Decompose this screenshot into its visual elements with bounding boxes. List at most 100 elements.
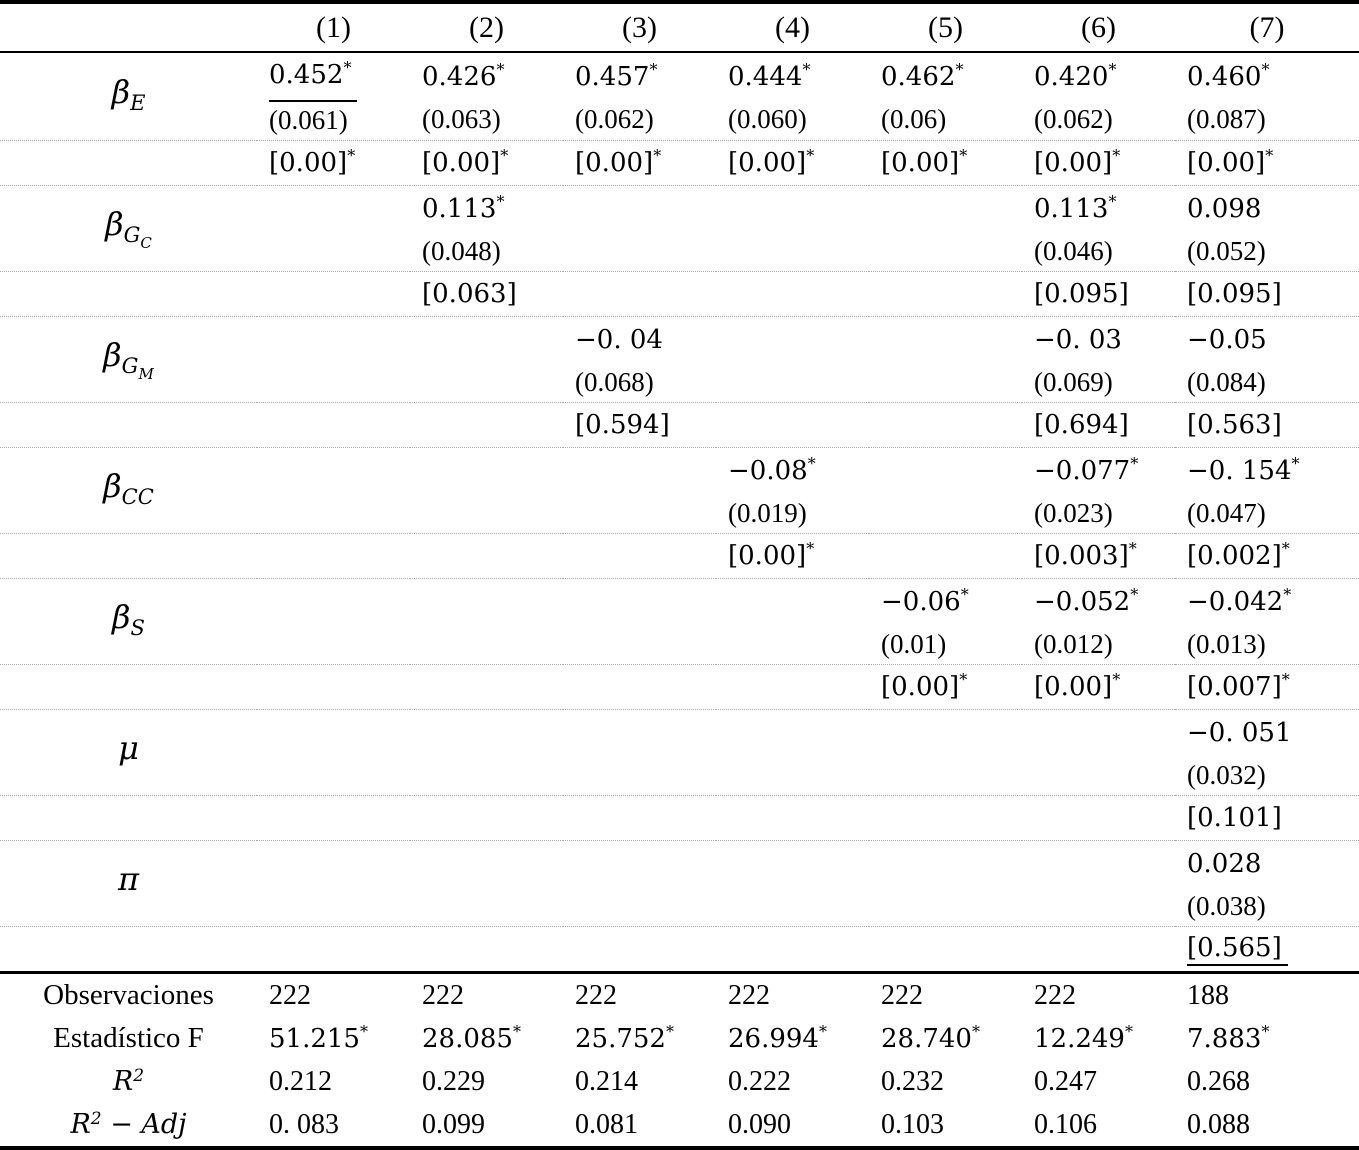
pvalue-row-beta-s: [0.00]* [0.00]* [0.007]* — [0, 664, 1359, 710]
pvalue-cell: [0.00]* — [563, 140, 716, 186]
pvalue-cell — [563, 271, 716, 317]
std-error: (0.06) — [881, 103, 947, 134]
summary-value: 0.232 — [881, 1065, 944, 1097]
std-error: (0.069) — [1034, 366, 1113, 397]
coefficient-cell: 0.113* (0.048) — [410, 185, 563, 272]
coefficient-cell: −0. 154* (0.047) — [1175, 447, 1359, 534]
std-error: (0.01) — [881, 628, 947, 659]
coef-row-beta-cc: βCC −0.08* (0.019) −0.077* (0.023) −0. 154… — [0, 447, 1359, 534]
pvalue-cell — [257, 926, 410, 973]
summary-value: 51.215* — [269, 1021, 368, 1054]
pvalue-cell — [716, 795, 869, 841]
row-label-spacer — [0, 533, 257, 579]
coefficient-cell — [563, 447, 716, 534]
pvalue-cell — [716, 271, 869, 317]
pvalue-cell — [410, 402, 563, 448]
pvalue-cell — [869, 533, 1022, 579]
pvalue-cell: [0.00]* — [869, 140, 1022, 186]
column-header-7: (7) — [1175, 2, 1359, 53]
coefficient-cell: −0.08* (0.019) — [716, 447, 869, 534]
coefficient-cell — [410, 316, 563, 403]
coefficient-cell — [716, 709, 869, 796]
coefficient-cell: 0.462* (0.06) — [869, 52, 1022, 141]
column-header-6: (6) — [1022, 2, 1175, 53]
summary-value: 222 — [257, 971, 410, 1017]
coefficient-cell: −0.05 (0.084) — [1175, 316, 1359, 403]
std-error: (0.061) — [269, 105, 348, 135]
summary-row-f-statistic: Estadístico F 51.215* 28.085* 25.752* 26… — [0, 1017, 1359, 1060]
summary-value: 12.249* — [1034, 1021, 1133, 1054]
column-header-4: (4) — [716, 2, 869, 53]
coefficient-cell: −0. 04 (0.068) — [563, 316, 716, 403]
coefficient-cell — [257, 316, 410, 403]
pvalue-cell — [563, 926, 716, 973]
pvalue-cell — [716, 664, 869, 710]
coef-row-beta-e: βE 0.452* (0.061) 0.426* (0.063) 0.457* (0.… — [0, 52, 1359, 141]
pvalue-cell: [0.00]* — [257, 140, 410, 186]
summary-value: 0.268 — [1187, 1065, 1250, 1097]
coefficient-cell: 0.028 (0.038) — [1175, 840, 1359, 927]
coefficients-body: βE 0.452* (0.061) 0.426* (0.063) 0.457* (0.… — [0, 52, 1359, 973]
row-label-spacer — [0, 664, 257, 710]
pvalue-cell: [0.694] — [1022, 402, 1175, 448]
coefficient-cell: −0.052* (0.012) — [1022, 578, 1175, 665]
row-label-beta-gc: βGC — [0, 185, 257, 272]
std-error: (0.047) — [1187, 497, 1266, 528]
std-error: (0.038) — [1187, 890, 1266, 921]
pvalue-cell — [257, 664, 410, 710]
std-error: (0.068) — [575, 366, 654, 397]
std-error: (0.046) — [1034, 235, 1113, 266]
pvalue-row-beta-gm: [0.594] [0.694] [0.563] — [0, 402, 1359, 448]
coefficient-cell: 0.457* (0.062) — [563, 52, 716, 141]
coefficient-cell — [869, 316, 1022, 403]
pvalue-cell: [0.00]* — [716, 533, 869, 579]
pvalue-cell — [257, 795, 410, 841]
coefficient-cell — [563, 578, 716, 665]
pvalue-cell: [0.563] — [1175, 402, 1359, 448]
row-label-mu: μ — [0, 709, 257, 796]
coefficient-cell — [410, 447, 563, 534]
std-error: (0.023) — [1034, 497, 1113, 528]
std-error: (0.019) — [728, 497, 807, 528]
summary-value: 7.883* — [1187, 1021, 1270, 1054]
pvalue-cell: [0.00]* — [1022, 140, 1175, 186]
column-header-5: (5) — [869, 2, 1022, 53]
pvalue-cell — [716, 402, 869, 448]
summary-value: 222 — [869, 971, 1022, 1017]
pvalue-cell — [869, 271, 1022, 317]
pvalue-row-beta-gc: [0.063] [0.095] [0.095] — [0, 271, 1359, 317]
coefficient-cell: 0.098 (0.052) — [1175, 185, 1359, 272]
pvalue-cell: [0.002]* — [1175, 533, 1359, 579]
header-row: (1) (2) (3) (4) (5) (6) (7) — [0, 2, 1359, 53]
row-label-spacer — [0, 140, 257, 186]
summary-value: 188 — [1175, 971, 1359, 1017]
coef-row-beta-gc: βGC 0.113* (0.048) 0.113* (0.046) 0.098 (0.… — [0, 185, 1359, 272]
coefficient-cell: 0.426* (0.063) — [410, 52, 563, 141]
coefficient-cell — [257, 185, 410, 272]
coefficient-cell — [410, 578, 563, 665]
coefficient-cell — [869, 840, 1022, 927]
coefficient-cell — [410, 709, 563, 796]
coefficient-cell — [869, 185, 1022, 272]
summary-value: 28.740* — [881, 1021, 980, 1054]
coefficient-cell — [410, 840, 563, 927]
coefficient-cell: 0.444* (0.060) — [716, 52, 869, 141]
column-header-1: (1) — [257, 2, 410, 53]
pvalue-row-pi: [0.565] — [0, 926, 1359, 973]
pvalue-cell: [0.003]* — [1022, 533, 1175, 579]
std-error: (0.060) — [728, 103, 807, 134]
summary-value: 26.994* — [728, 1021, 827, 1054]
pvalue-cell: [0.095] — [1175, 271, 1359, 317]
row-label-spacer — [0, 402, 257, 448]
pvalue-cell: [0.00]* — [1022, 664, 1175, 710]
pvalue-cell — [869, 402, 1022, 448]
coefficient-cell: −0.077* (0.023) — [1022, 447, 1175, 534]
coef-row-mu: μ −0. 051 (0.032) — [0, 709, 1359, 796]
pvalue-row-mu: [0.101] — [0, 795, 1359, 841]
summary-value: 0.247 — [1034, 1065, 1097, 1097]
std-error: (0.048) — [422, 235, 501, 266]
coef-row-beta-gm: βGM −0. 04 (0.068) −0. 03 (0.069) −0.05 (0.… — [0, 316, 1359, 403]
summary-value: 222 — [1022, 971, 1175, 1017]
coefficient-cell — [257, 447, 410, 534]
coef-row-beta-s: βS −0.06* (0.01) −0.052* (0.012) −0.042* (0… — [0, 578, 1359, 665]
